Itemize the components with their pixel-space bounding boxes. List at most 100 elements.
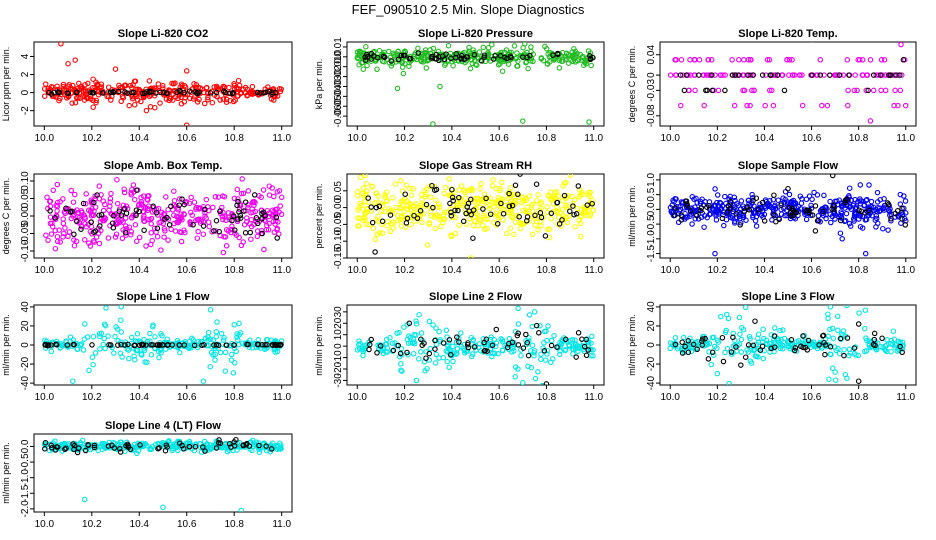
y-axis-label: ml/min per min. (1, 314, 11, 376)
data-point-selected (115, 88, 122, 95)
data-point-all (136, 201, 142, 207)
data-point-all (731, 102, 738, 109)
y-tick-label: 0.00 (20, 206, 31, 226)
data-point-all (537, 200, 543, 207)
data-point-all (864, 337, 870, 344)
data-point-all (852, 72, 858, 78)
data-point-all (205, 337, 211, 343)
data-point-all (768, 332, 775, 338)
data-point-all (761, 211, 768, 218)
data-point-selected (855, 321, 862, 327)
data-point-all (589, 333, 595, 340)
data-point-all (277, 440, 283, 446)
data-point-selected (137, 442, 143, 448)
data-point-all (223, 96, 230, 103)
data-point-all (384, 223, 390, 229)
data-point-all (568, 57, 574, 63)
data-point-selected (247, 229, 254, 236)
x-tick-label: 10.8 (224, 392, 244, 403)
data-point-all (148, 352, 155, 358)
data-point-selected (584, 202, 591, 208)
data-point-all (249, 88, 255, 95)
data-point-selected (192, 443, 199, 450)
data-point-all (131, 102, 138, 108)
data-point-all (158, 219, 164, 226)
data-point-selected (773, 218, 779, 225)
data-point-all (529, 231, 536, 238)
panel-title: Slope Li-820 Temp. (738, 28, 837, 40)
data-point-all (450, 62, 456, 69)
y-axis-label: ml/min per min. (627, 314, 637, 376)
data-point-selected (75, 445, 82, 451)
data-point-all (220, 96, 227, 102)
points-group (667, 305, 906, 385)
data-point-all (826, 376, 832, 382)
y-tick-label: -0.10 (333, 229, 344, 252)
data-point-selected (899, 216, 905, 222)
y-tick-label: 20 (20, 320, 31, 332)
data-point-all (410, 186, 416, 192)
data-point-all (558, 340, 565, 347)
data-point-all (413, 174, 415, 175)
data-point-selected (809, 212, 816, 218)
data-point-all (809, 196, 815, 203)
data-point-selected (115, 342, 121, 348)
data-point-all (71, 237, 77, 243)
x-tick-label: 10.6 (489, 392, 509, 403)
data-point-all (395, 48, 401, 55)
x-tick-label: 10.0 (661, 392, 681, 403)
data-point-all (857, 182, 864, 188)
data-point-all (202, 209, 208, 216)
data-point-all (545, 323, 551, 329)
data-point-selected (478, 58, 485, 64)
data-point-all (525, 363, 531, 370)
x-tick-label: 11.0 (896, 392, 915, 403)
data-point-selected (156, 445, 162, 451)
data-point-all (114, 200, 121, 207)
data-point-all (512, 374, 518, 380)
data-point-selected (190, 222, 196, 228)
data-point-all (433, 197, 439, 204)
data-point-all (356, 205, 363, 211)
data-point-all (535, 369, 541, 375)
data-point-selected (829, 206, 835, 212)
data-point-selected (109, 220, 116, 226)
data-point-selected (741, 208, 748, 215)
data-point-all (799, 72, 805, 78)
data-point-selected (262, 212, 268, 219)
data-point-selected (164, 214, 170, 221)
data-point-selected (893, 72, 899, 78)
data-point-all (738, 349, 745, 355)
data-point-all (108, 190, 114, 197)
data-point-selected (367, 341, 373, 348)
data-point-all (205, 94, 211, 101)
data-point-selected (678, 212, 685, 218)
data-point-all (503, 230, 510, 237)
data-point-all (888, 218, 894, 224)
data-point-all (80, 85, 86, 91)
x-tick-label: 10.0 (35, 519, 55, 530)
data-point-all (506, 210, 512, 216)
panel-title: Slope Li-820 Pressure (418, 28, 533, 40)
data-point-all (537, 323, 543, 329)
data-point-selected (418, 336, 424, 343)
data-point-selected (107, 342, 114, 348)
data-point-selected (842, 197, 849, 204)
data-point-selected (761, 218, 768, 224)
data-point-all (755, 331, 762, 337)
data-point-all (717, 199, 723, 206)
data-point-all (705, 57, 712, 63)
data-point-all (563, 202, 569, 209)
data-point-selected (414, 215, 421, 222)
data-point-selected (884, 200, 891, 206)
data-point-all (832, 369, 838, 375)
data-point-all (222, 368, 229, 374)
data-point-all (752, 218, 759, 224)
data-point-selected (465, 200, 472, 207)
data-point-all (712, 72, 718, 78)
data-point-all (442, 62, 448, 68)
data-point-all (225, 210, 232, 216)
y-tick-label: 2 (20, 71, 31, 77)
data-point-all (770, 102, 777, 109)
